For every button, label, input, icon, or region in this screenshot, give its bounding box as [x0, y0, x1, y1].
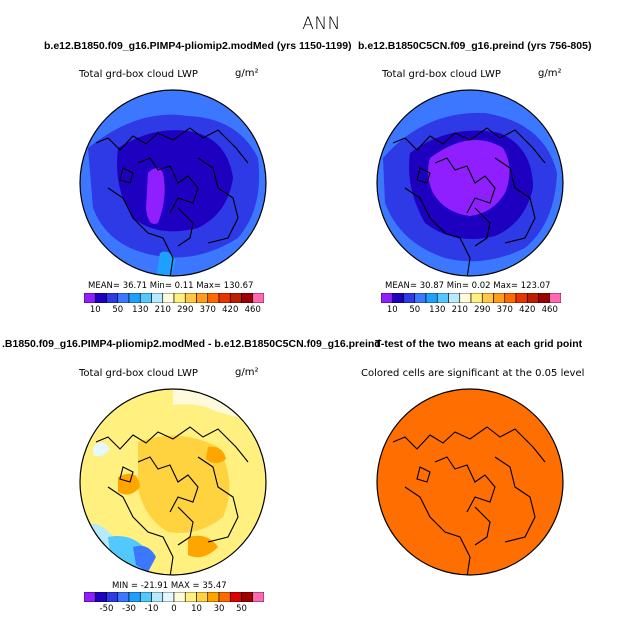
- colorbar-swatch: [117, 293, 130, 303]
- colorbar-swatch: [218, 293, 231, 303]
- colorbar-swatch: [459, 293, 472, 303]
- colorbar-tick-label: 130: [132, 305, 149, 315]
- colorbar-tick-label: 210: [451, 305, 468, 315]
- colorbar-tick-label: 210: [154, 305, 171, 315]
- colorbar-swatch: [425, 293, 438, 303]
- colorbar-swatch: [162, 592, 175, 602]
- panel-2-title: b.e12.B1850C5CN.f09_g16.preind (yrs 756-…: [358, 40, 592, 52]
- panel-3-stats: MIN = -21.91 MAX = 35.47: [112, 581, 227, 591]
- panel-1-stats: MEAN= 36.71 Min= 0.11 Max= 130.67: [88, 281, 254, 291]
- colorbar-swatch: [162, 293, 175, 303]
- colorbar-swatch: [196, 293, 209, 303]
- colorbar-swatch: [84, 592, 96, 602]
- colorbar-swatch: [139, 592, 152, 602]
- colorbar-swatch: [436, 293, 449, 303]
- colorbar-swatch: [229, 592, 242, 602]
- colorbar-swatch: [84, 293, 96, 303]
- colorbar-swatch: [139, 293, 152, 303]
- colorbar-tick-label: 10: [191, 604, 202, 614]
- colorbar-tick-label: 460: [244, 305, 261, 315]
- panel-3-subtitle: Total grd-box cloud LWP: [79, 368, 198, 379]
- panel-1-subtitle: Total grd-box cloud LWP: [79, 69, 198, 80]
- colorbar-tick-label: 460: [541, 305, 558, 315]
- colorbar-swatch: [241, 592, 254, 602]
- panel-1-colorbar: [84, 293, 264, 303]
- colorbar-swatch: [241, 293, 254, 303]
- colorbar-swatch: [229, 293, 242, 303]
- colorbar-swatch: [207, 293, 220, 303]
- colorbar-tick-label: 420: [519, 305, 536, 315]
- panel-2-stats: MEAN= 30.87 Min= 0.02 Max= 123.07: [385, 281, 551, 291]
- colorbar-tick-label: 130: [429, 305, 446, 315]
- colorbar-swatch: [504, 293, 517, 303]
- colorbar-swatch: [481, 293, 494, 303]
- panel-4-subtitle: Colored cells are significant at the 0.0…: [361, 368, 585, 379]
- panel-2-units: g/m²: [538, 68, 562, 79]
- colorbar-tick-label: 370: [199, 305, 216, 315]
- colorbar-swatch: [391, 293, 404, 303]
- colorbar-swatch: [252, 293, 264, 303]
- panel-2-subtitle: Total grd-box cloud LWP: [382, 69, 501, 80]
- colorbar-swatch: [184, 592, 197, 602]
- colorbar-swatch: [448, 293, 461, 303]
- panel-2-polar-map: [376, 89, 564, 277]
- panel-1-colorbar-ticks: 10 50 130 210 290 370 420 460: [84, 305, 264, 317]
- panel-4-significance-map: [376, 388, 564, 576]
- panel-3-colorbar-ticks: -50 -30 -10 0 10 30 50: [84, 604, 264, 616]
- colorbar-swatch: [538, 293, 551, 303]
- colorbar-tick-label: 10: [89, 305, 101, 315]
- panel-3-colorbar: [84, 592, 264, 602]
- colorbar-swatch: [151, 293, 164, 303]
- panel-3-units: g/m²: [235, 367, 259, 378]
- colorbar-swatch: [184, 293, 197, 303]
- colorbar-tick-label: -30: [122, 604, 136, 614]
- colorbar-swatch: [94, 293, 107, 303]
- colorbar-tick-label: 290: [177, 305, 194, 315]
- colorbar-tick-label: 10: [386, 305, 398, 315]
- colorbar-tick-label: 420: [222, 305, 239, 315]
- colorbar-tick-label: 50: [112, 305, 124, 315]
- colorbar-swatch: [207, 592, 220, 602]
- colorbar-tick-label: 290: [474, 305, 491, 315]
- colorbar-swatch: [173, 592, 186, 602]
- figure-title: ANN: [302, 14, 341, 34]
- colorbar-swatch: [106, 592, 119, 602]
- colorbar-swatch: [549, 293, 561, 303]
- panel-3-polar-map: [79, 388, 267, 576]
- colorbar-swatch: [218, 592, 231, 602]
- colorbar-tick-label: 0: [171, 604, 177, 614]
- panel-1-units: g/m²: [235, 68, 259, 79]
- colorbar-swatch: [493, 293, 506, 303]
- colorbar-swatch: [470, 293, 483, 303]
- colorbar-swatch: [196, 592, 209, 602]
- colorbar-swatch: [414, 293, 427, 303]
- colorbar-swatch: [128, 592, 141, 602]
- colorbar-tick-label: 30: [213, 604, 225, 614]
- colorbar-swatch: [94, 592, 107, 602]
- colorbar-swatch: [173, 293, 186, 303]
- colorbar-tick-label: 50: [236, 604, 247, 614]
- panel-3-title: .B1850.f09_g16.PIMP4-pliomip2.modMed - b…: [2, 338, 381, 350]
- panel-2-colorbar-ticks: 10 50 130 210 290 370 420 460: [381, 305, 561, 317]
- panel-4-title: T-test of the two means at each grid poi…: [375, 338, 583, 350]
- colorbar-swatch: [526, 293, 539, 303]
- colorbar-swatch: [117, 592, 130, 602]
- panel-1-polar-map: [79, 89, 267, 277]
- panel-2-colorbar: [381, 293, 561, 303]
- colorbar-tick-label: 370: [496, 305, 513, 315]
- colorbar-swatch: [106, 293, 119, 303]
- colorbar-tick-label: -10: [144, 604, 159, 614]
- colorbar-swatch: [128, 293, 141, 303]
- colorbar-swatch: [252, 592, 264, 602]
- panel-1-title: b.e12.B1850.f09_g16.PIMP4-pliomip2.modMe…: [44, 40, 352, 52]
- colorbar-swatch: [403, 293, 416, 303]
- colorbar-swatch: [151, 592, 164, 602]
- colorbar-swatch: [381, 293, 393, 303]
- colorbar-tick-label: -50: [99, 604, 114, 614]
- colorbar-tick-label: 50: [409, 305, 421, 315]
- colorbar-swatch: [515, 293, 528, 303]
